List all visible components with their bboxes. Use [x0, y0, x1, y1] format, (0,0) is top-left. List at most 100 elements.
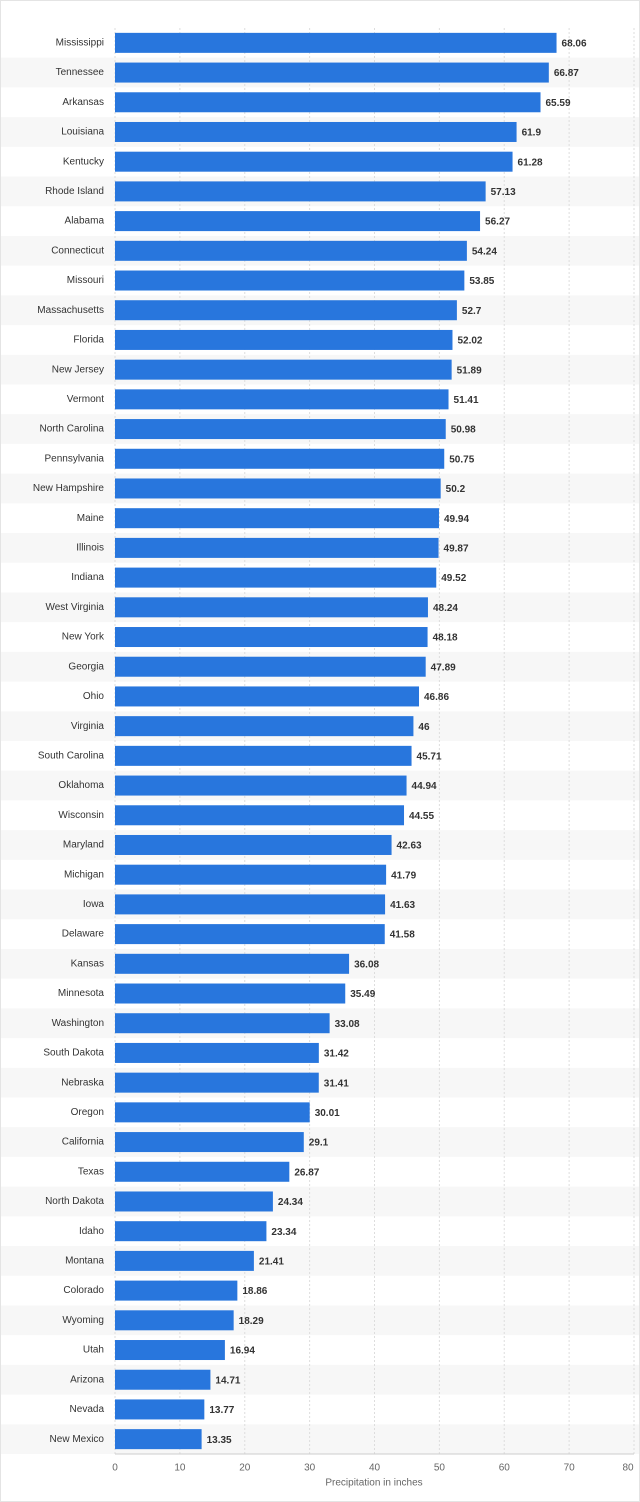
- y-tick-label: Wisconsin: [58, 810, 104, 821]
- y-tick-label: Michigan: [64, 869, 104, 880]
- y-tick-label: California: [62, 1137, 105, 1148]
- bar: [115, 1369, 211, 1390]
- bar: [115, 419, 446, 440]
- value-label: 41.58: [390, 930, 415, 941]
- value-label: 35.49: [350, 989, 375, 1000]
- value-label: 36.08: [354, 959, 379, 970]
- bar: [115, 329, 453, 350]
- bar: [115, 62, 549, 83]
- bar: [115, 389, 449, 410]
- x-tick-label: 40: [369, 1463, 381, 1474]
- value-label: 45.71: [417, 751, 442, 762]
- value-label: 21.41: [259, 1257, 284, 1268]
- value-label: 44.94: [412, 781, 437, 792]
- bar: [115, 805, 405, 826]
- x-axis-label: Precipitation in inches: [325, 1478, 422, 1489]
- bar: [115, 1072, 319, 1093]
- value-label: 49.87: [444, 544, 469, 555]
- bar: [115, 834, 392, 855]
- value-label: 53.85: [469, 276, 494, 287]
- y-tick-label: Kentucky: [63, 156, 104, 167]
- y-tick-label: Oregon: [71, 1107, 104, 1118]
- y-tick-label: Nevada: [70, 1404, 105, 1415]
- value-label: 13.35: [207, 1435, 232, 1446]
- row-stripe: [1, 1067, 639, 1098]
- value-label: 41.79: [391, 870, 416, 881]
- y-tick-label: Ohio: [83, 691, 105, 702]
- x-tick-label: 20: [239, 1463, 251, 1474]
- bar: [115, 1429, 202, 1450]
- bar: [115, 1221, 267, 1242]
- value-label: 56.27: [485, 217, 510, 228]
- bar: [115, 983, 346, 1004]
- value-label: 47.89: [431, 662, 456, 673]
- bar: [115, 300, 457, 321]
- bar: [115, 1042, 319, 1063]
- y-tick-label: North Dakota: [45, 1196, 104, 1207]
- value-label: 13.77: [209, 1405, 234, 1416]
- y-tick-label: Tennessee: [56, 67, 105, 78]
- y-tick-label: Texas: [78, 1166, 104, 1177]
- bar: [115, 953, 350, 974]
- row-stripe: [1, 1364, 639, 1395]
- bar: [115, 1013, 330, 1034]
- value-label: 48.24: [433, 603, 458, 614]
- bar: [115, 92, 541, 113]
- bar: [115, 121, 517, 142]
- y-tick-label: Louisiana: [61, 127, 104, 138]
- value-label: 54.24: [472, 246, 497, 257]
- bar: [115, 864, 387, 885]
- value-label: 49.94: [444, 514, 469, 525]
- y-tick-label: Vermont: [67, 394, 104, 405]
- value-label: 46.86: [424, 692, 449, 703]
- bar: [115, 567, 437, 588]
- y-tick-label: Arkansas: [62, 97, 104, 108]
- bar: [115, 1340, 225, 1361]
- y-tick-label: Maryland: [63, 840, 104, 851]
- y-tick-label: Arizona: [70, 1374, 104, 1385]
- y-tick-label: New Mexico: [50, 1434, 105, 1445]
- value-label: 48.18: [433, 633, 458, 644]
- bar: [115, 775, 407, 796]
- y-tick-label: Delaware: [62, 929, 105, 940]
- bar: [115, 240, 467, 261]
- y-tick-label: Colorado: [63, 1285, 104, 1296]
- y-tick-label: Kansas: [71, 958, 104, 969]
- value-label: 65.59: [546, 98, 571, 109]
- y-tick-label: Illinois: [76, 543, 104, 554]
- bar: [115, 656, 426, 677]
- y-tick-label: Maine: [77, 513, 105, 524]
- y-tick-label: Utah: [83, 1345, 104, 1356]
- y-tick-label: Mississippi: [56, 37, 104, 48]
- bar: [115, 627, 428, 648]
- value-label: 24.34: [278, 1197, 303, 1208]
- value-label: 50.98: [451, 425, 476, 436]
- y-tick-label: Pennsylvania: [45, 453, 105, 464]
- value-label: 14.71: [215, 1375, 240, 1386]
- x-tick-label: 80: [622, 1463, 634, 1474]
- bar: [115, 211, 481, 232]
- bar: [115, 270, 465, 291]
- value-label: 18.29: [239, 1316, 264, 1327]
- bar: [115, 1132, 304, 1153]
- y-tick-label: South Carolina: [38, 750, 105, 761]
- value-label: 51.41: [454, 395, 479, 406]
- y-tick-label: North Carolina: [40, 424, 105, 435]
- value-label: 57.13: [491, 187, 516, 198]
- value-label: 52.02: [457, 336, 482, 347]
- value-label: 33.08: [335, 1019, 360, 1030]
- y-tick-label: Georgia: [68, 661, 104, 672]
- y-tick-label: West Virginia: [45, 602, 104, 613]
- bar: [115, 1310, 234, 1331]
- value-label: 31.42: [324, 1049, 349, 1060]
- value-label: 42.63: [397, 841, 422, 852]
- bar: [115, 448, 445, 469]
- bar: [115, 537, 439, 558]
- x-tick-label: 10: [174, 1463, 186, 1474]
- bar: [115, 359, 452, 380]
- y-tick-label: Oklahoma: [58, 780, 104, 791]
- bar: [115, 1250, 254, 1271]
- bar: [115, 181, 486, 202]
- x-tick-label: 60: [499, 1463, 511, 1474]
- value-label: 44.55: [409, 811, 434, 822]
